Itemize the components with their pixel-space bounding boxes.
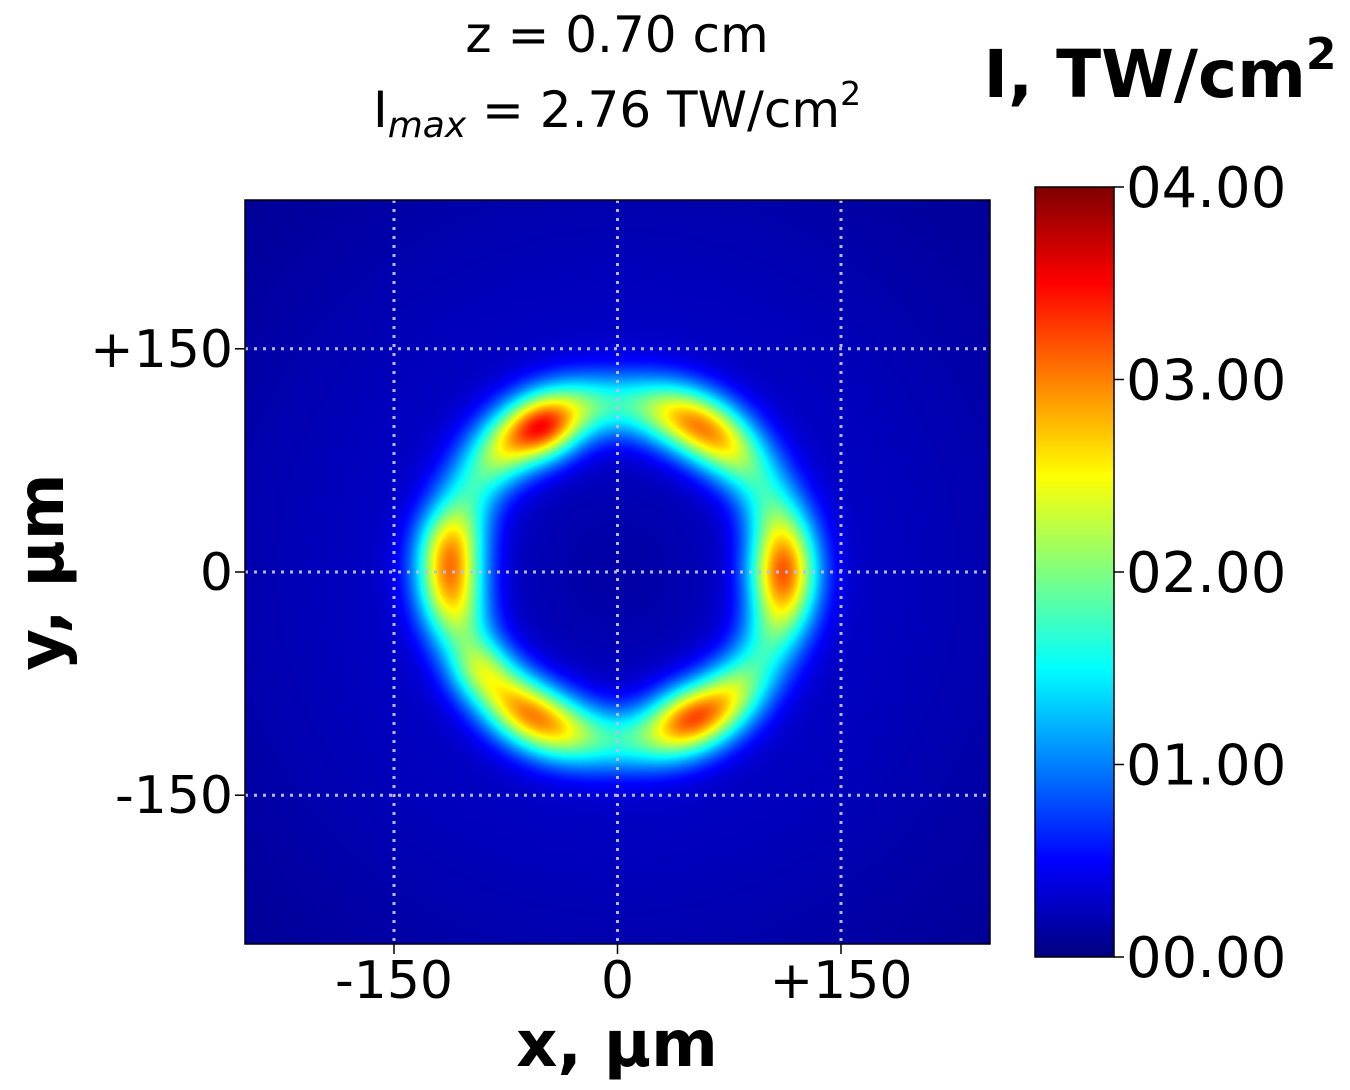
colorbar-label-superscript: 2 [1306, 29, 1337, 80]
x-axis-ticks: -150 0 +150 [335, 944, 912, 1011]
title-imax-subscript: max [388, 105, 467, 146]
y-tick-label-1: 0 [200, 543, 233, 603]
title-imax-value: = 2.76 TW/cm [466, 81, 840, 139]
x-tick-label-2: +150 [770, 951, 913, 1011]
title-imax-superscript: 2 [840, 74, 861, 113]
colorbar-label: I, TW/cm2 [983, 29, 1336, 113]
chart-title-line1: z = 0.70 cm [465, 6, 768, 64]
colorbar-label-text: I, TW/cm [983, 36, 1305, 113]
colorbar-tick-label-0: 00.00 [1126, 926, 1286, 991]
colorbar: 00.00 01.00 02.00 03.00 04.00 I, TW/cm2 [983, 29, 1336, 991]
colorbar-gradient [1034, 186, 1115, 958]
y-tick-label-2: +150 [90, 320, 233, 380]
y-tick-label-0: -150 [115, 766, 233, 826]
plot-area [244, 199, 991, 945]
colorbar-tick-label-3: 03.00 [1126, 349, 1286, 414]
chart-title-line2: Imax = 2.76 TW/cm2 [373, 74, 861, 146]
colorbar-tick-label-1: 01.00 [1126, 734, 1286, 799]
title-imax-symbol: I [373, 81, 388, 139]
x-axis-label: x, µm [516, 1008, 718, 1082]
colorbar-tick-label-4: 04.00 [1126, 156, 1286, 221]
colorbar-tick-label-2: 02.00 [1126, 541, 1286, 606]
y-axis-ticks: -150 0 +150 [90, 320, 245, 826]
y-axis-label: y, µm [5, 473, 79, 670]
x-tick-label-1: 0 [601, 951, 634, 1011]
colorbar-ticks: 00.00 01.00 02.00 03.00 04.00 [1114, 156, 1286, 991]
x-tick-label-0: -150 [335, 951, 453, 1011]
grid-lines [245, 200, 990, 944]
